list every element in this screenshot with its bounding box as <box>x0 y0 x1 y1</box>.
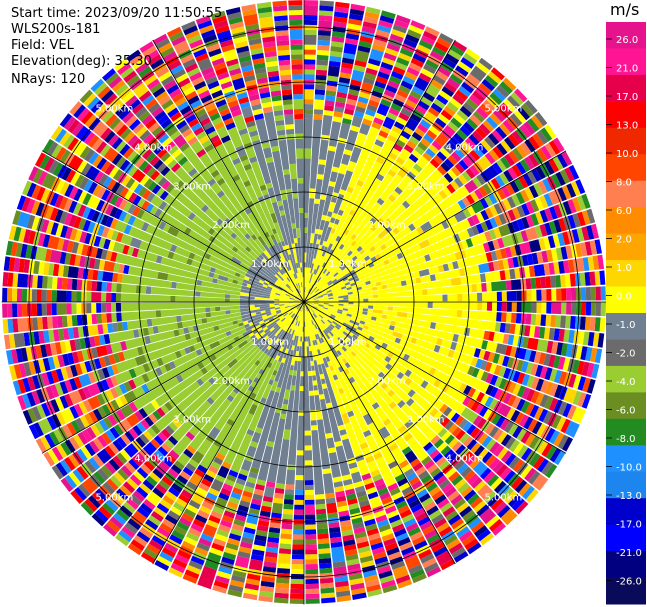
colorbar-swatch-5 <box>606 154 646 182</box>
colorbar-swatch-20 <box>606 551 646 579</box>
colorbar-swatch-8 <box>606 233 646 261</box>
start-time-label: Start time: 2023/09/20 11:50:55 <box>11 6 223 21</box>
ring-label-2-5: 5.00km <box>485 493 523 504</box>
ring-label-1-5: 5.00km <box>485 104 523 115</box>
velocity-gates-6 <box>16 11 606 604</box>
colorbar-tick-label-14: -8.0 <box>616 434 636 445</box>
colorbar-swatch-4 <box>606 127 646 155</box>
colorbar-tick-label-11: -2.0 <box>616 349 636 360</box>
colorbar-swatch-0 <box>606 22 646 49</box>
ring-label-3-2: 2.00km <box>212 376 250 387</box>
colorbar-tick-label-4: 10.0 <box>616 149 638 160</box>
colorbar-tick-label-16: -13.0 <box>616 491 642 502</box>
colorbar-swatch-13 <box>606 365 646 393</box>
colorbar-tick-label-7: 2.0 <box>616 235 632 246</box>
azimuth-spoke-120 <box>303 301 567 454</box>
colorbar-tick-label-18: -21.0 <box>616 548 642 559</box>
instrument-label: WLS200s-181 <box>11 22 101 37</box>
azimuth-spoke-300 <box>41 150 305 303</box>
colorbar-swatch-21 <box>606 577 646 605</box>
ring-label-2-1: 1.00km <box>329 337 367 348</box>
ring-label-1-3: 3.00km <box>407 181 445 192</box>
colorbar-tick-label-5: 8.0 <box>616 178 632 189</box>
ring-label-1-1: 1.00km <box>329 259 367 270</box>
field-label: Field: VEL <box>11 38 74 53</box>
ring-label-1-4: 4.00km <box>446 142 484 153</box>
colorbar-tick-label-20: -30.0 <box>616 605 642 607</box>
colorbar-swatch-15 <box>606 418 646 446</box>
velocity-gates-5 <box>2 10 601 599</box>
ring-label-4-2: 2.00km <box>212 220 250 231</box>
colorbar-tick-label-15: -10.0 <box>616 463 642 474</box>
colorbar-swatch-11 <box>606 313 646 340</box>
azimuth-spoke-210 <box>152 301 305 565</box>
range-grid: 1.00km 2.00km 3.00km 4.00km 5.00km 1.00km 2.00… <box>1 0 607 605</box>
velocity-gates-1 <box>112 103 498 504</box>
colorbar-tick-label-9: 0.0 <box>616 292 632 303</box>
colorbar-tick-label-8: 1.0 <box>616 263 632 274</box>
colorbar-tick-label-0: 26.0 <box>616 35 638 46</box>
ring-label-4-5: 5.00km <box>96 104 134 115</box>
colorbar-swatch-7 <box>606 207 646 235</box>
nrays-label: NRays: 120 <box>11 72 86 87</box>
colorbar-swatch-6 <box>606 180 646 208</box>
colorbar-swatch-17 <box>606 471 646 499</box>
ring-label-3-1: 1.00km <box>251 337 289 348</box>
ring-label-3-3: 3.00km <box>173 415 211 426</box>
ring-label-3-5: 5.00km <box>96 493 134 504</box>
elevation-label: Elevation(deg): 35.30 <box>11 54 152 69</box>
colorbar-swatch-14 <box>606 392 646 420</box>
colorbar-swatch-1 <box>606 48 646 76</box>
azimuth-spoke-30 <box>303 39 456 303</box>
azimuth-spoke-330 <box>152 39 305 303</box>
ring-label-1-2: 2.00km <box>368 220 406 231</box>
azimuth-spoke-150 <box>303 301 456 565</box>
colorbar-tick-label-13: -6.0 <box>616 406 636 417</box>
ring-label-2-4: 4.00km <box>446 454 484 465</box>
colorbar-unit-label: m/s <box>610 0 640 19</box>
colorbar-swatch-16 <box>606 445 646 473</box>
velocity-gates-14 <box>2 20 601 599</box>
colorbar-tick-label-6: 6.0 <box>616 206 632 217</box>
ring-label-4-1: 1.00km <box>251 259 289 270</box>
colorbar-swatch-10 <box>606 286 646 314</box>
colorbar-swatch-3 <box>606 101 646 129</box>
azimuth-spoke-60 <box>303 150 567 303</box>
azimuth-spoke-240 <box>41 301 305 454</box>
velocity-gates-9 <box>10 0 591 593</box>
colorbar-swatch-18 <box>606 498 646 526</box>
ring-label-2-3: 3.00km <box>407 415 445 426</box>
ring-label-4-3: 3.00km <box>173 181 211 192</box>
colorbar-swatch-12 <box>606 339 646 367</box>
colorbar-tick-label-3: 13.0 <box>616 121 638 132</box>
colorbar-tick-label-10: -1.0 <box>616 320 636 331</box>
colorbar-tick-label-2: 17.0 <box>616 92 638 103</box>
colorbar-swatch-9 <box>606 260 646 288</box>
colorbar-swatch-2 <box>606 74 646 102</box>
colorbar-tick-label-17: -17.0 <box>616 520 642 531</box>
colorbar: 26.0 21.0 17.0 13.0 10.0 8.0 6.0 2.0 1.0 0.0 -1.0 -… <box>606 22 646 607</box>
ring-label-4-4: 4.00km <box>134 142 172 153</box>
velocity-gates-15 <box>5 6 601 604</box>
colorbar-tick-label-1: 21.0 <box>616 64 638 75</box>
colorbar-swatch-19 <box>606 524 646 552</box>
colorbar-tick-label-19: -26.0 <box>616 577 642 588</box>
colorbar-tick-label-12: -4.0 <box>616 377 636 388</box>
ring-label-2-2: 2.00km <box>368 376 406 387</box>
ring-label-3-4: 4.00km <box>134 454 172 465</box>
